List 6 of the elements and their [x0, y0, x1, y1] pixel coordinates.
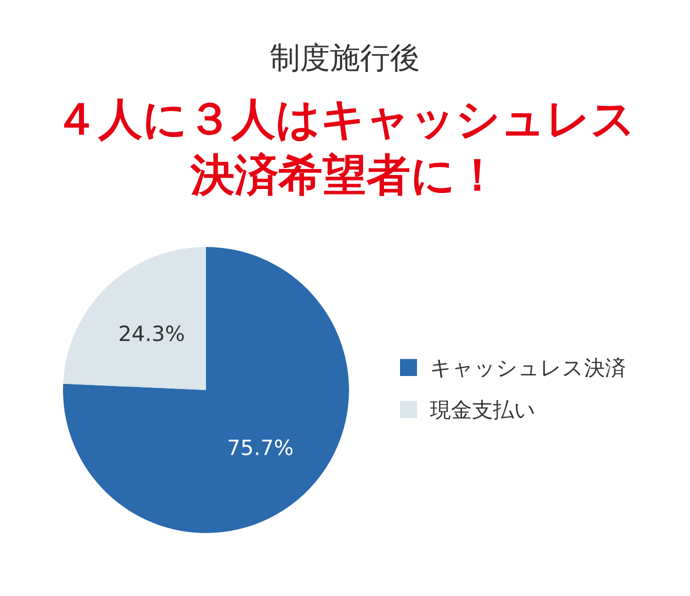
data-label: 75.7% — [227, 436, 294, 460]
legend-label: 現金支払い — [430, 398, 536, 422]
data-label: 24.3% — [118, 322, 185, 346]
legend-label: キャッシュレス決済 — [430, 356, 626, 380]
chart-subtitle: ４人に３人はキャッシュレス決済希望者に！ — [54, 93, 636, 203]
chart-title: 制度施行後 — [269, 40, 421, 78]
